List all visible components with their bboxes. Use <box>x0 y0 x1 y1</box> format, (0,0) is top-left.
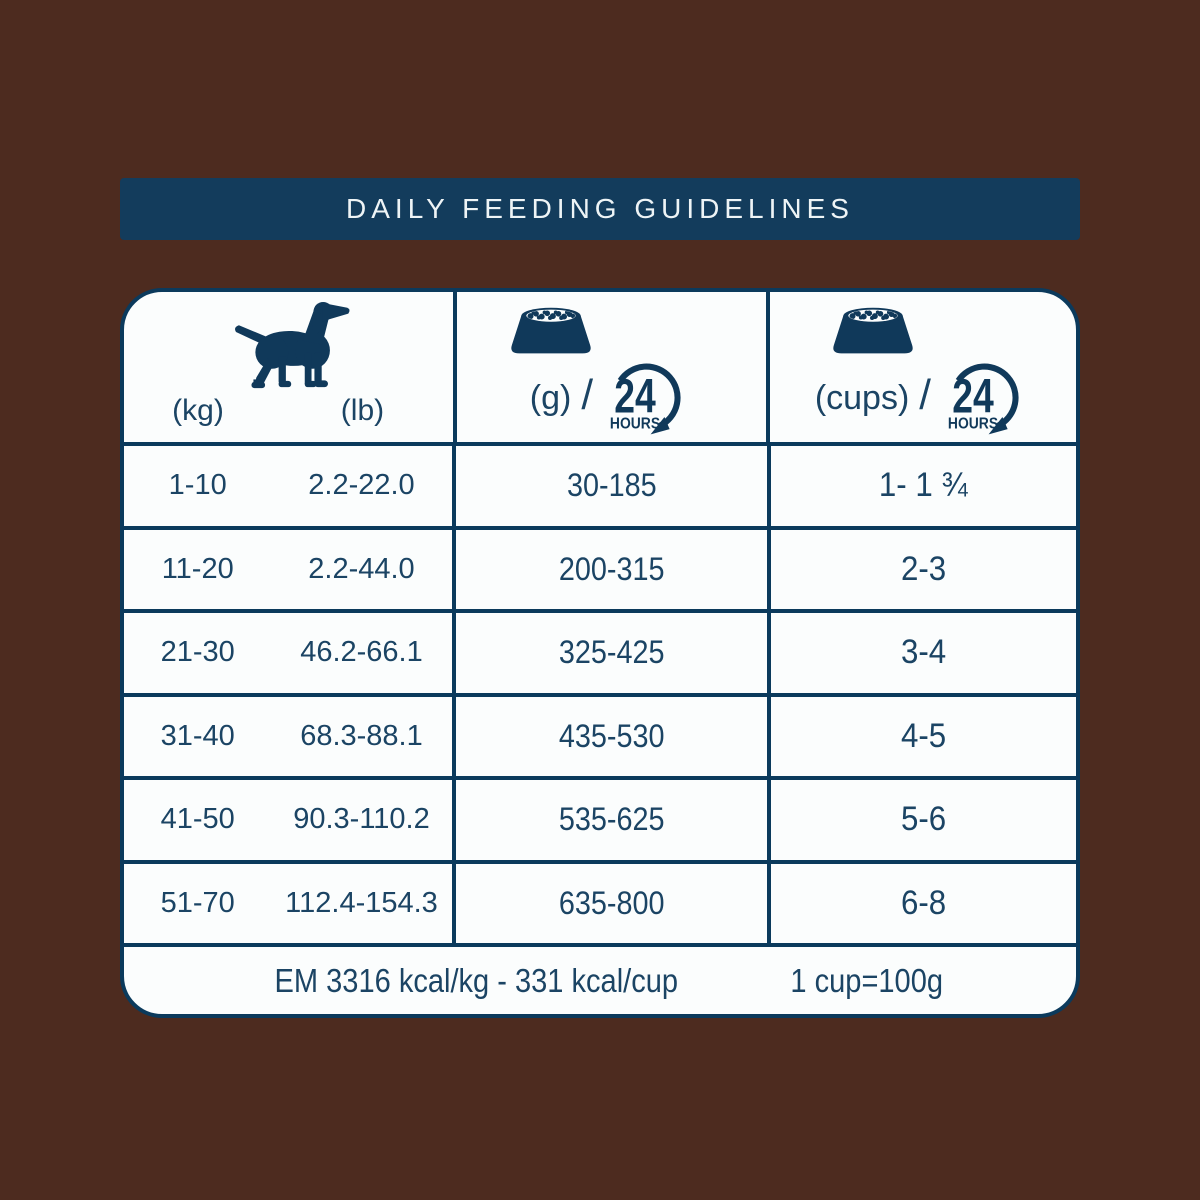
kg-range: 1-10 <box>168 469 227 502</box>
table-row: 31-40 68.3-88.1 435-530 4-5 <box>124 692 1076 776</box>
cups-range: 3-4 <box>900 633 947 672</box>
lb-range: 68.3-88.1 <box>300 719 423 752</box>
24-hours-icon <box>941 358 1031 438</box>
lb-range: 90.3-110.2 <box>293 803 430 836</box>
header-weight: (kg) (lb) <box>124 292 457 442</box>
kg-range: 41-50 <box>160 803 235 836</box>
24-hours-icon <box>603 358 693 438</box>
lb-range: 2.2-44.0 <box>308 552 415 585</box>
kg-range: 31-40 <box>160 719 235 752</box>
food-bowl-icon <box>830 304 916 358</box>
grams-range: 30-185 <box>566 467 657 504</box>
per-separator: / <box>919 371 931 418</box>
grams-range: 535-625 <box>558 801 665 838</box>
kg-unit-label: (kg) <box>172 394 224 427</box>
kg-range: 51-70 <box>160 886 235 919</box>
lb-unit-label: (lb) <box>340 394 385 427</box>
table-row: 41-50 90.3-110.2 535-625 5-6 <box>124 776 1076 860</box>
cups-range: 6-8 <box>900 883 947 922</box>
cups-range: 2-3 <box>900 549 947 588</box>
grams-range: 200-315 <box>558 550 665 587</box>
lb-range: 46.2-66.1 <box>300 636 423 669</box>
weight-units: (kg) (lb) <box>124 394 453 428</box>
table-row: 1-10 2.2-22.0 30-185 1- 1 ¾ <box>124 442 1076 526</box>
feeding-table: (kg) (lb) (g) / (cups) / <box>120 288 1080 1018</box>
kg-range: 11-20 <box>161 552 234 585</box>
grams-range: 635-800 <box>558 884 665 921</box>
cup-equivalence: 1 cup=100g <box>790 961 944 999</box>
table-row: 21-30 46.2-66.1 325-425 3-4 <box>124 609 1076 693</box>
cups-range: 5-6 <box>900 800 947 839</box>
table-row: 11-20 2.2-44.0 200-315 2-3 <box>124 525 1076 609</box>
grams-range: 325-425 <box>558 634 665 671</box>
grams-range: 435-530 <box>558 717 665 754</box>
title-bar: DAILY FEEDING GUIDELINES <box>120 178 1080 240</box>
page-title: DAILY FEEDING GUIDELINES <box>346 193 854 224</box>
table-footer: EM 3316 kcal/kg - 331 kcal/cup 1 cup=100… <box>124 943 1076 1014</box>
header-cups-per-day: (cups) / <box>770 292 1076 442</box>
table-row: 51-70 112.4-154.3 635-800 6-8 <box>124 859 1076 943</box>
lb-range: 112.4-154.3 <box>285 886 438 919</box>
kg-range: 21-30 <box>160 636 235 669</box>
food-bowl-icon <box>508 304 594 358</box>
table-header-row: (kg) (lb) (g) / (cups) / <box>124 292 1076 442</box>
cups-range: 4-5 <box>900 716 947 755</box>
lb-range: 2.2-22.0 <box>308 469 415 502</box>
cups-unit-label: (cups) <box>814 378 910 417</box>
energy-content: EM 3316 kcal/kg - 331 kcal/cup <box>274 961 678 999</box>
cups-range: 1- 1 ¾ <box>879 466 968 505</box>
dog-icon <box>234 298 356 395</box>
header-grams-per-day: (g) / <box>457 292 770 442</box>
grams-unit-label: (g) <box>529 378 572 417</box>
per-separator: / <box>581 371 593 418</box>
